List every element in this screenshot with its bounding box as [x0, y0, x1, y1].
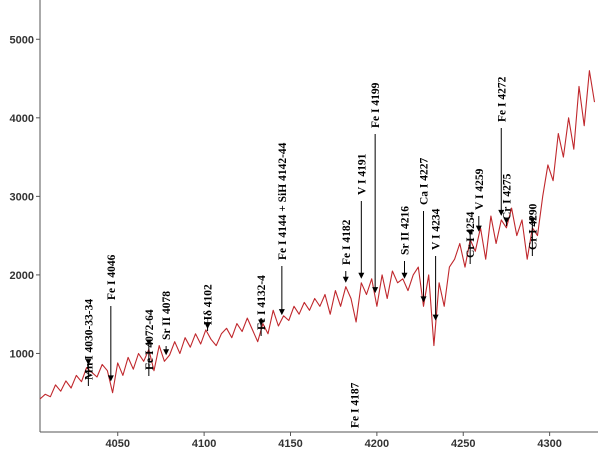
- annotation-7: Fe I 4182: [341, 219, 353, 283]
- annotations-group: Mn I 4030-33-34 Fe I 4046 Fe I 4072-64 Sr I…: [83, 76, 539, 428]
- x-tick-label: 4300: [537, 438, 561, 450]
- y-tick-label: 1000: [10, 348, 34, 360]
- y-tick-label: 4000: [10, 113, 34, 125]
- annotation-label: Cr I 4290: [527, 203, 539, 250]
- annotation-5: Fe I 4132-4: [256, 275, 268, 336]
- spectrum-line-0: [39, 70, 596, 400]
- annotation-label: Fe I 4144 + SiH 4142-44: [277, 142, 289, 260]
- annotation-arrowhead: [529, 217, 536, 224]
- annotation-2: Fe I 4072-64: [144, 309, 156, 376]
- annotation-label: V I 4191: [356, 153, 368, 195]
- annotation-1: Fe I 4046: [106, 254, 118, 382]
- annotation-16: Fe I 4272: [496, 76, 508, 216]
- y-tick-label: 3000: [10, 191, 34, 203]
- y-tick-label: 5000: [10, 34, 34, 46]
- annotation-arrowhead: [498, 209, 505, 216]
- series-group: [39, 70, 596, 400]
- annotation-arrowhead: [278, 309, 285, 316]
- annotation-arrowhead: [475, 225, 482, 232]
- annotation-11: Sr II 4216: [400, 206, 412, 279]
- y-tick-label: 2000: [10, 270, 34, 282]
- annotation-arrowhead: [420, 296, 427, 303]
- x-tick-label: 4050: [105, 438, 129, 450]
- x-tick-label: 4250: [451, 438, 475, 450]
- annotation-label: Sr II 4216: [400, 206, 412, 255]
- annotation-4: Hδ 4102: [203, 284, 215, 331]
- annotation-label: Fe I 4046: [106, 254, 118, 300]
- annotation-arrowhead: [145, 339, 152, 346]
- annotation-arrowhead: [372, 287, 379, 294]
- tick-labels: 4050 4100 4150 4200 4250 4300 1000 2000 3000 4000…: [10, 34, 562, 450]
- annotation-label: Fe I 4272: [496, 76, 508, 122]
- annotation-arrowhead: [503, 217, 510, 224]
- annotation-arrowhead: [467, 229, 474, 236]
- annotation-arrowhead: [401, 272, 408, 279]
- annotation-label: Cr I 4254: [465, 211, 477, 258]
- annotation-arrowhead: [204, 323, 211, 330]
- annotation-14: Cr I 4254: [465, 211, 477, 264]
- annotation-label: Cr I 4275: [501, 173, 513, 220]
- annotation-10: Fe I 4199: [370, 82, 382, 294]
- annotation-9: V I 4191: [356, 153, 368, 279]
- x-tick-label: 4200: [365, 438, 389, 450]
- annotation-label: Mn I 4030-33-34: [83, 299, 95, 380]
- annotation-arrowhead: [432, 314, 439, 321]
- annotation-arrowhead: [85, 359, 92, 366]
- annotation-15: V I 4259: [474, 168, 486, 232]
- annotation-arrowhead: [163, 349, 170, 356]
- x-tick-label: 4100: [192, 438, 216, 450]
- annotation-label: Fe I 4187: [349, 382, 361, 428]
- annotation-arrowhead: [258, 319, 265, 326]
- annotation-label: Hδ 4102: [203, 284, 215, 325]
- x-tick-label: 4150: [278, 438, 302, 450]
- annotation-13: V I 4234: [431, 208, 443, 321]
- annotation-label: Fe I 4072-64: [144, 309, 156, 370]
- annotation-label: Ca I 4227: [419, 157, 431, 205]
- annotation-arrowhead: [342, 276, 349, 283]
- annotation-label: Fe I 4199: [370, 82, 382, 128]
- annotation-12: Ca I 4227: [419, 157, 431, 303]
- annotation-0: Mn I 4030-33-34: [83, 299, 95, 386]
- annotation-label: Fe I 4182: [341, 219, 353, 265]
- axes: [36, 0, 598, 436]
- annotation-17: Cr I 4275: [501, 173, 513, 226]
- annotation-label: Fe I 4132-4: [256, 275, 268, 330]
- annotation-6: Fe I 4144 + SiH 4142-44: [277, 142, 289, 316]
- annotation-label: V I 4259: [474, 168, 486, 210]
- annotation-arrowhead: [358, 272, 365, 279]
- annotation-18: Cr I 4290: [527, 203, 539, 256]
- annotation-label: Sr II 4078: [161, 291, 173, 340]
- annotation-3: Sr II 4078: [161, 291, 173, 356]
- annotation-label: V I 4234: [431, 208, 443, 250]
- annotation-arrowhead: [107, 375, 114, 382]
- annotation-8: Fe I 4187: [349, 382, 361, 428]
